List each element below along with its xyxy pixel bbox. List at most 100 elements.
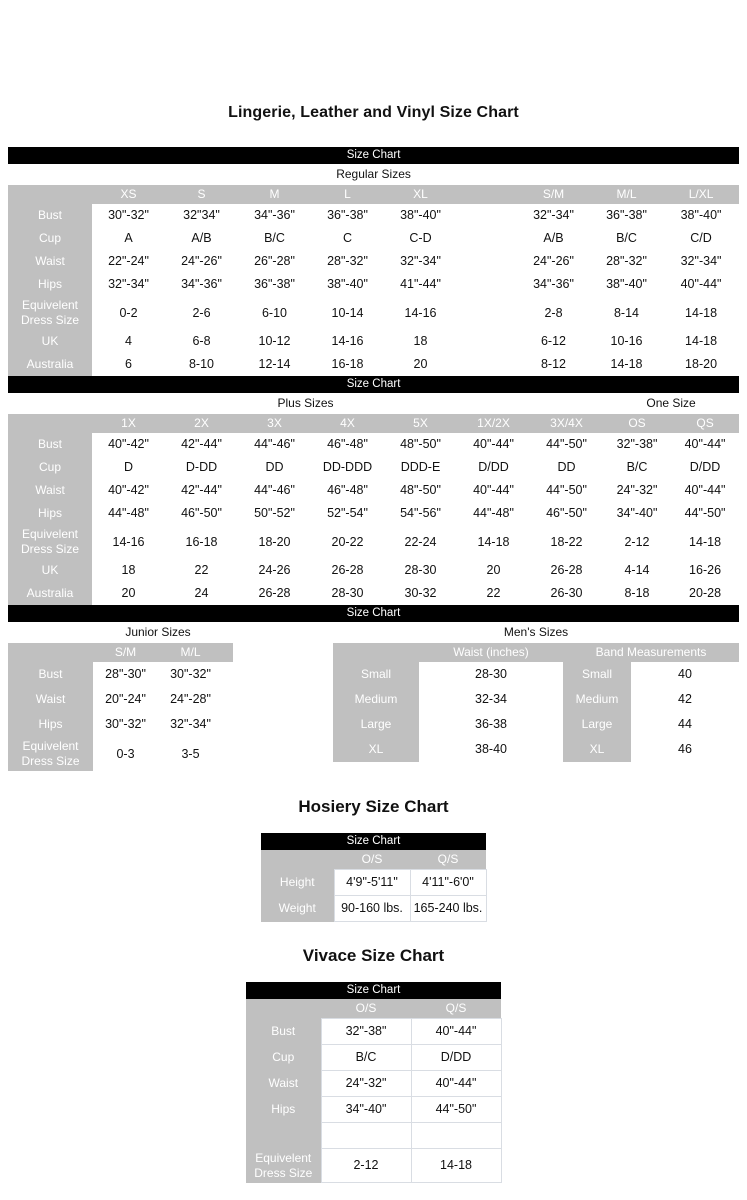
table-row: UK 18 22 24-26 26-28 28-30 20 26-28 4-14 16-26: [8, 559, 740, 582]
table-cell: 40"-42": [92, 433, 165, 456]
hosiery-col-header: Q/S: [410, 850, 487, 870]
table-cell: 50"-52": [238, 502, 311, 525]
vivace-col-header: O/S: [321, 999, 411, 1019]
table-cell: 4'11"-6'0": [409, 869, 487, 896]
table-cell: 10-12: [238, 330, 311, 353]
mens-sizes-table: Waist (inches) Band Measurements Small 28…: [333, 643, 740, 762]
table-cell: 28-30: [311, 582, 384, 605]
table-cell: 44"-48": [457, 502, 530, 525]
table-cell: B/C: [603, 456, 671, 479]
table-cell: 14-18: [663, 296, 740, 330]
regular-group-row: Regular Sizes: [8, 164, 740, 185]
junior-group-label: Junior Sizes: [8, 622, 308, 643]
table-cell: 24"-26": [165, 250, 238, 273]
mens-column-header-row: Waist (inches) Band Measurements: [333, 643, 740, 662]
junior-corner-cell: [8, 643, 93, 662]
table-cell: 44: [631, 712, 740, 737]
junior-mens-bar-table: Size Chart: [8, 605, 739, 622]
mens-corner-cell: [333, 643, 419, 662]
table-row: Bust 30"-32" 32"34" 34"-36" 36"-38" 38"-40" 32…: [8, 204, 740, 227]
table-cell: 28"-32": [311, 250, 384, 273]
table-cell: 44"-50": [671, 502, 740, 525]
table-cell: 40"-44": [671, 479, 740, 502]
table-cell: 24"-28": [158, 687, 223, 712]
table-cell-pad: [223, 737, 233, 771]
row-label-cup: Cup: [246, 1044, 321, 1071]
regular-group-label: Regular Sizes: [8, 164, 740, 185]
table-cell: 44"-46": [238, 433, 311, 456]
table-cell: 46"-48": [311, 433, 384, 456]
column-header-1x: 1X: [92, 414, 165, 433]
table-cell: 0-2: [92, 296, 165, 330]
row-label-waist-xl: XL: [333, 737, 419, 762]
table-row: Bust 32"-38" 40"-44": [246, 1018, 502, 1045]
table-cell: 20: [457, 559, 530, 582]
table-cell: 30"-32": [92, 204, 165, 227]
table-cell: 22: [457, 582, 530, 605]
table-cell: 40"-44": [457, 433, 530, 456]
regular-bar-row: Size Chart: [8, 147, 740, 164]
table-row: Small 28-30 Small 40: [333, 662, 740, 687]
table-cell: 0-3: [93, 737, 158, 771]
size-chart-bar: Size Chart: [8, 605, 739, 622]
table-cell: B/C: [590, 227, 663, 250]
table-cell: 34"-36": [517, 273, 590, 296]
table-cell: 38"-40": [384, 204, 457, 227]
table-cell: 30"-32": [93, 712, 158, 737]
row-label-waist: Waist: [246, 1070, 321, 1097]
table-cell: 30-32: [384, 582, 457, 605]
row-label-uk: UK: [8, 559, 92, 582]
table-cell: 4-14: [603, 559, 671, 582]
table-cell: DD: [530, 456, 603, 479]
table-cell: 26-30: [530, 582, 603, 605]
table-cell: 46"-50": [530, 502, 603, 525]
table-cell: 20: [92, 582, 165, 605]
table-row: XL 38-40 XL 46: [333, 737, 740, 762]
size-chart-bar: Size Chart: [8, 376, 740, 393]
column-header-4x: 4X: [311, 414, 384, 433]
table-cell: C/D: [663, 227, 740, 250]
table-cell-empty: [457, 250, 517, 273]
table-cell-empty: [320, 1122, 412, 1149]
table-cell: 32"-38": [320, 1018, 412, 1045]
table-cell: 32"-34": [663, 250, 740, 273]
table-cell: 38"-40": [590, 273, 663, 296]
table-cell: 32"-34": [158, 712, 223, 737]
row-label-australia: Australia: [8, 582, 92, 605]
column-header-m: M: [238, 185, 311, 204]
table-row: Hips 44"-48" 46"-50" 50"-52" 52"-54" 54"-56" 4…: [8, 502, 740, 525]
row-label-bust: Bust: [8, 433, 92, 456]
table-cell: 44"-50": [410, 1096, 502, 1123]
table-cell: 14-18: [410, 1148, 502, 1183]
vivace-table: Size Chart O/S Q/S Bust 32"-38" 40"-44" Cup…: [246, 982, 502, 1183]
table-cell: 14-16: [92, 525, 165, 559]
table-cell: 28"-30": [93, 662, 158, 687]
table-cell: 16-18: [311, 353, 384, 376]
column-header-l: L: [311, 185, 384, 204]
table-cell: 24"-32": [320, 1070, 412, 1097]
table-cell: 6-10: [238, 296, 311, 330]
row-label-equivelent-dress-size: Equivelent Dress Size: [246, 1148, 321, 1183]
table-cell: 34"-36": [238, 204, 311, 227]
table-cell: 20: [384, 353, 457, 376]
row-label-hips: Hips: [8, 712, 93, 737]
table-cell: 44"-50": [530, 433, 603, 456]
column-header-2x: 2X: [165, 414, 238, 433]
table-row: Waist 24"-32" 40"-44": [246, 1070, 502, 1097]
row-label-waist: Waist: [8, 479, 92, 502]
row-label-band-large: Large: [563, 712, 631, 737]
row-label-hips: Hips: [8, 273, 92, 296]
column-header-m-l: M/L: [590, 185, 663, 204]
column-header-5x: 5X: [384, 414, 457, 433]
plus-group-label: Plus Sizes: [8, 393, 603, 414]
table-row: Waist 22"-24" 24"-26" 26"-28" 28"-32" 32"-34"…: [8, 250, 740, 273]
table-cell: 44"-50": [530, 479, 603, 502]
row-label-australia: Australia: [8, 353, 92, 376]
plus-bar-row: Size Chart: [8, 376, 740, 393]
table-cell: DDD-E: [384, 456, 457, 479]
table-cell: 32"-34": [517, 204, 590, 227]
row-label-waist-large: Large: [333, 712, 419, 737]
table-cell: 16-18: [165, 525, 238, 559]
table-cell: 24"-26": [517, 250, 590, 273]
table-cell: 2-12: [603, 525, 671, 559]
